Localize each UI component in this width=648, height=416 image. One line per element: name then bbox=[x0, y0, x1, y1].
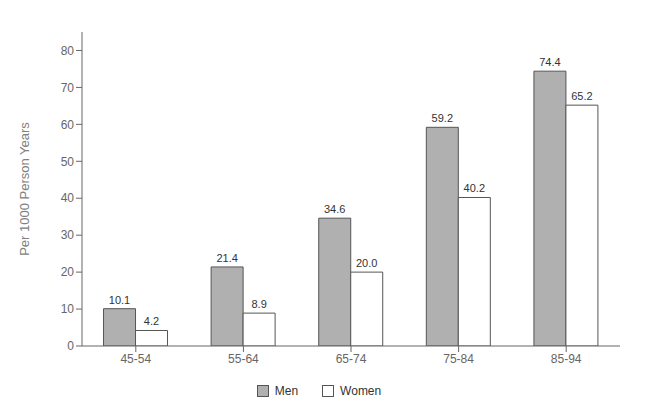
svg-text:0: 0 bbox=[67, 339, 74, 353]
svg-text:20: 20 bbox=[61, 265, 75, 279]
svg-text:30: 30 bbox=[61, 228, 75, 242]
html-text:Women: Women bbox=[340, 384, 382, 398]
svg-text:Per 1000 Person Years: Per 1000 Person Years bbox=[17, 122, 32, 256]
svg-text:65.2: 65.2 bbox=[571, 90, 592, 102]
svg-text:4.2: 4.2 bbox=[144, 315, 159, 327]
svg-text:70: 70 bbox=[61, 81, 75, 95]
svg-text:40: 40 bbox=[61, 191, 75, 205]
svg-text:65-74: 65-74 bbox=[336, 352, 367, 366]
svg-text:50: 50 bbox=[61, 155, 75, 169]
svg-text:45-54: 45-54 bbox=[120, 352, 151, 366]
svg-text:8.9: 8.9 bbox=[251, 298, 266, 310]
html-text:Men: Men bbox=[274, 384, 299, 398]
svg-text:74.4: 74.4 bbox=[539, 56, 560, 68]
svg-text:80: 80 bbox=[61, 44, 75, 58]
svg-text:40.2: 40.2 bbox=[464, 182, 485, 194]
svg-text:85-94: 85-94 bbox=[551, 352, 582, 366]
svg-text:10.1: 10.1 bbox=[109, 294, 130, 306]
svg-text:75-84: 75-84 bbox=[443, 352, 474, 366]
svg-text:20.0: 20.0 bbox=[356, 257, 377, 269]
svg-text:55-64: 55-64 bbox=[228, 352, 259, 366]
svg-text:34.6: 34.6 bbox=[324, 203, 345, 215]
svg-text:21.4: 21.4 bbox=[216, 252, 237, 264]
svg-text:60: 60 bbox=[61, 118, 75, 132]
svg-text:10: 10 bbox=[61, 302, 75, 316]
svg-text:59.2: 59.2 bbox=[432, 112, 453, 124]
